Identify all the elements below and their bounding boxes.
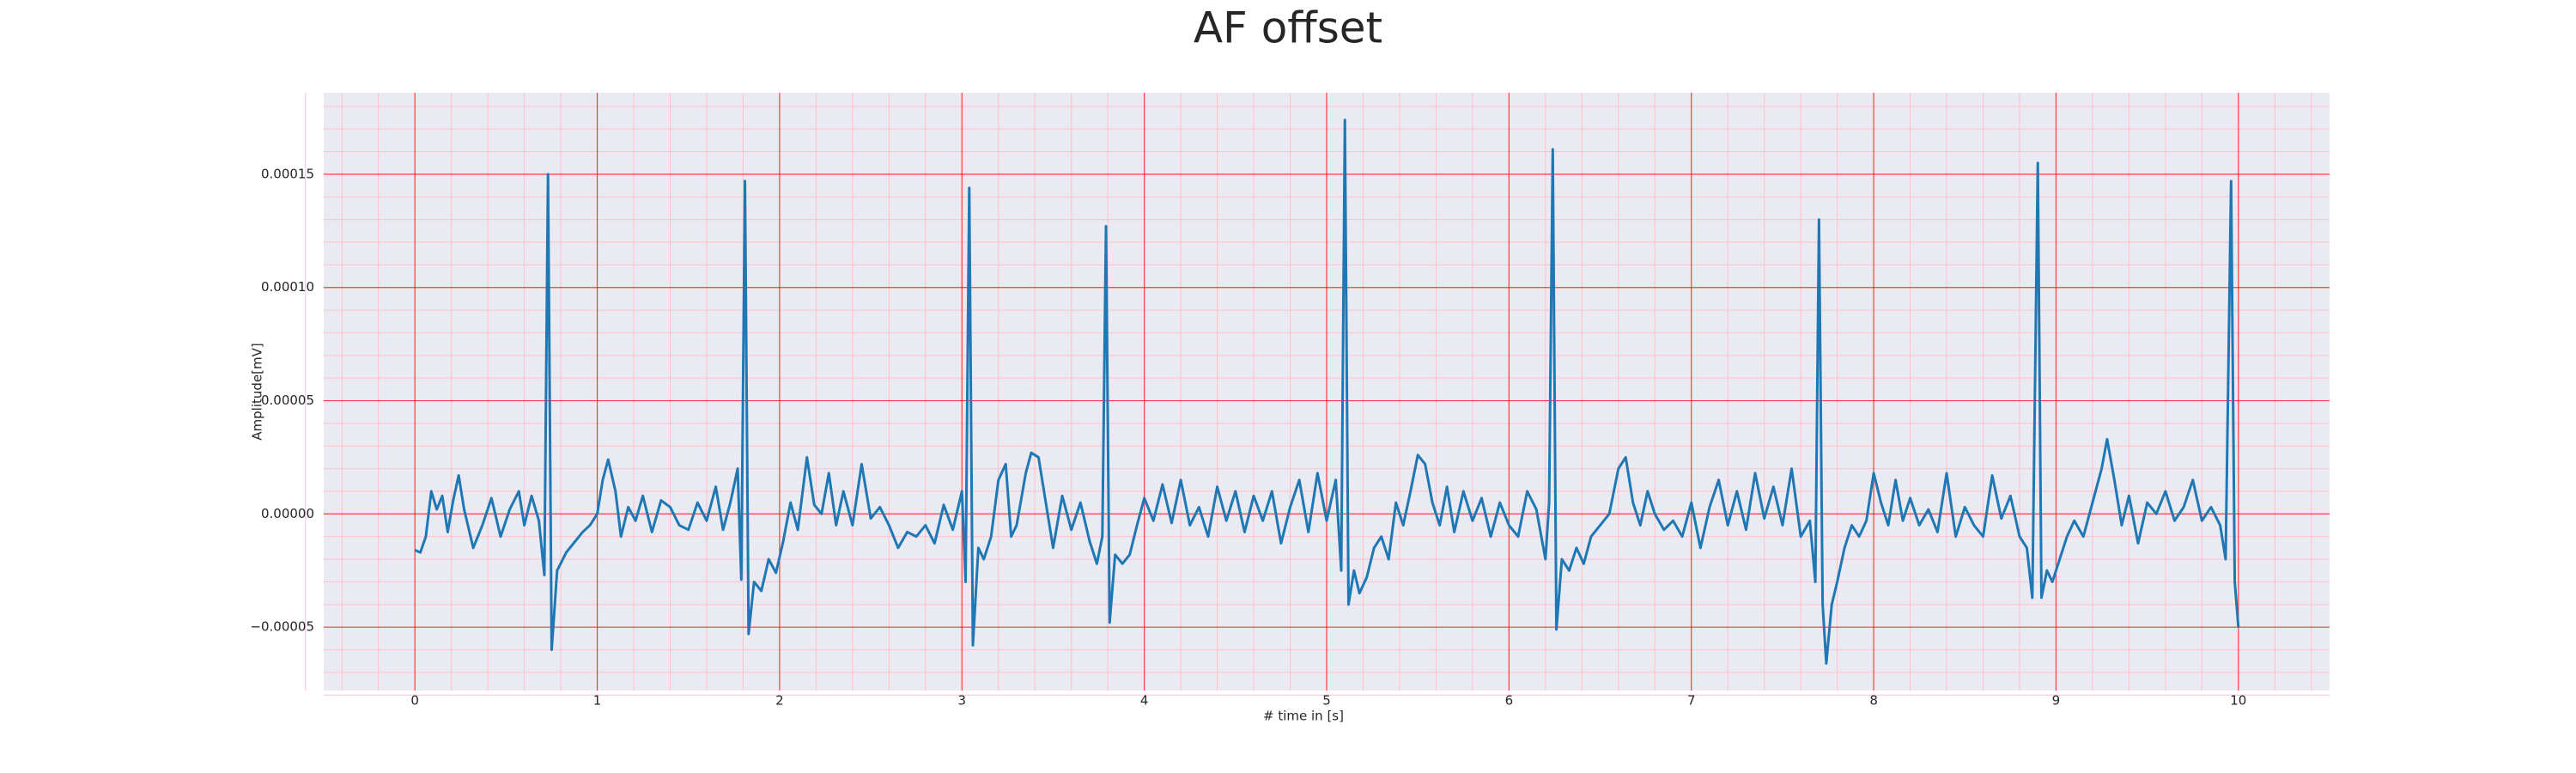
y-tick-label: 0.00000 <box>261 506 314 521</box>
x-tick-label: 4 <box>1140 693 1149 709</box>
x-axis-label: # time in [s] <box>1263 709 1344 724</box>
x-tick-label: 5 <box>1322 693 1331 709</box>
x-tick-label: 2 <box>775 693 784 709</box>
y-tick-label: 0.00015 <box>261 166 314 181</box>
chart-title: AF offset <box>1194 3 1382 53</box>
y-tick-label: 0.00005 <box>261 393 314 408</box>
x-tick-label: 10 <box>2230 693 2246 709</box>
x-tick-label: 3 <box>957 693 966 709</box>
x-tick-label: 1 <box>593 693 602 709</box>
signal-line <box>414 119 2240 665</box>
x-tick-label: 7 <box>1687 693 1696 709</box>
x-tick-label: 6 <box>1505 693 1514 709</box>
y-tick-label: −0.00005 <box>250 619 314 635</box>
y-axis-label: Amplitude[mV] <box>250 343 265 440</box>
x-tick-label: 9 <box>2052 693 2061 709</box>
x-tick-label: 0 <box>410 693 419 709</box>
y-tick-label: 0.00010 <box>261 279 314 295</box>
x-tick-label: 8 <box>1869 693 1878 709</box>
